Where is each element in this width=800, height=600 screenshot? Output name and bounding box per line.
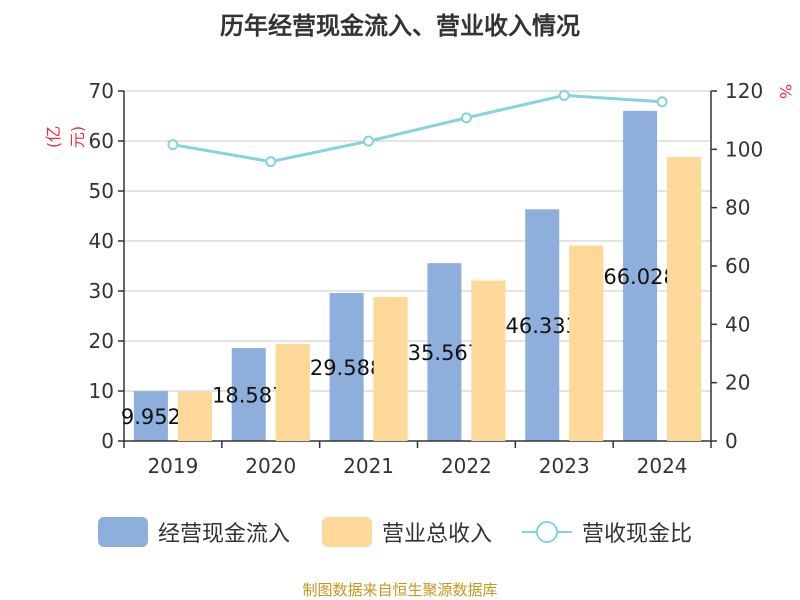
left-axis-tick-label: 60	[89, 129, 114, 153]
x-axis-tick-label: 2023	[539, 454, 590, 478]
point-ratio	[460, 112, 472, 124]
legend-label-cash-inflow: 经营现金流入	[158, 522, 291, 547]
point-ratio	[558, 89, 570, 101]
point-ratio	[656, 96, 668, 108]
left-axis-tick-label: 50	[89, 179, 114, 203]
x-axis-tick-label: 2021	[343, 454, 394, 478]
data-label-cash-inflow: 18.587	[212, 384, 285, 408]
right-axis-tick-label: 80	[725, 196, 750, 220]
point-ratio	[363, 135, 375, 147]
right-axis-tick-label: 40	[725, 312, 750, 336]
bar-cash-inflow	[427, 263, 462, 441]
left-axis-tick-label: 20	[89, 329, 114, 353]
x-axis-tick-label: 2022	[441, 454, 492, 478]
line-ratio	[172, 93, 663, 164]
left-axis-tick-label: 0	[101, 429, 114, 453]
point-ratio	[167, 139, 179, 151]
left-axis-tick-label: 10	[89, 379, 114, 403]
data-label-cash-inflow: 9.952	[121, 405, 181, 429]
right-axis-tick-label: 120	[725, 79, 763, 103]
bar-revenue-overlay	[569, 245, 604, 441]
x-axis-tick-label: 2019	[147, 454, 198, 478]
legend-item-revenue[interactable]: 营业总收入	[322, 516, 492, 548]
point-ratio	[265, 156, 277, 168]
legend-item-ratio[interactable]: 营收现金比	[522, 516, 692, 548]
bar-revenue-overlay	[667, 157, 702, 441]
left-axis-tick-label: 70	[89, 79, 114, 103]
bar-cash-inflow	[329, 293, 364, 441]
legend-swatch-ratio	[522, 517, 572, 547]
data-label-cash-inflow: 46.333	[506, 314, 579, 338]
chart-title: 历年经营现金流入、营业收入情况	[220, 12, 580, 40]
bar-revenue-overlay	[275, 344, 310, 441]
bar-cash-inflow	[623, 110, 658, 442]
right-axis-tick-label: 20	[725, 371, 750, 395]
data-source: 制图数据来自恒生聚源数据库	[302, 581, 498, 599]
data-label-cash-inflow: 35.567	[408, 341, 481, 365]
bar-revenue-overlay	[177, 392, 212, 441]
bar-revenue-overlay	[373, 297, 408, 441]
right-axis-tick-label: 100	[725, 137, 763, 161]
bar-cash-inflow	[525, 209, 560, 441]
x-axis-tick-label: 2020	[245, 454, 296, 478]
legend-swatch-revenue	[322, 517, 372, 547]
legend-label-ratio: 营收现金比	[582, 522, 693, 547]
data-label-cash-inflow: 66.028	[603, 265, 676, 289]
legend-label-revenue: 营业总收入	[382, 522, 493, 547]
left-axis-tick-label: 40	[89, 229, 114, 253]
data-label-cash-inflow: 29.588	[310, 356, 383, 380]
bar-revenue-overlay	[471, 280, 506, 441]
bar-cash-inflow	[231, 348, 266, 441]
right-axis-tick-label: 0	[725, 429, 738, 453]
left-axis-tick-label: 30	[89, 279, 114, 303]
right-axis-tick-label: 60	[725, 254, 750, 278]
legend-item-cash-inflow[interactable]: 经营现金流入	[98, 516, 290, 548]
legend-swatch-cash-inflow	[98, 517, 148, 547]
x-axis-tick-label: 2024	[637, 454, 688, 478]
bar-cash-inflow	[133, 391, 168, 441]
legend: 经营现金流入 营业总收入 营收现金比	[0, 516, 800, 556]
